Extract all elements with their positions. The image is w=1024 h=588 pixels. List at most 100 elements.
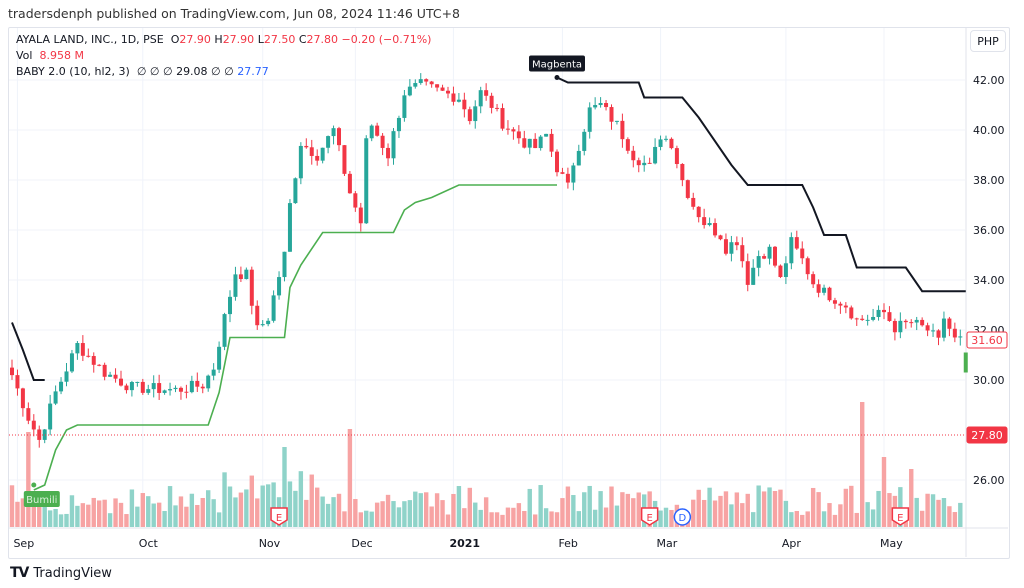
volume-bar <box>255 498 260 527</box>
candle <box>380 133 385 156</box>
last-candle <box>963 352 968 373</box>
chart-frame[interactable] <box>8 27 1010 559</box>
candle <box>20 387 25 417</box>
candle <box>15 369 20 396</box>
candle <box>233 266 238 301</box>
candle-body <box>184 391 189 393</box>
candle <box>773 245 777 268</box>
candle-body <box>636 160 641 166</box>
candle-body <box>756 256 761 268</box>
volume-bar <box>734 492 740 527</box>
candle <box>217 341 222 373</box>
candle-body <box>238 274 243 280</box>
volume-bar <box>440 500 445 527</box>
volume-bar <box>751 512 756 527</box>
y-tick-label: 34.00 <box>973 274 1005 287</box>
volume-bar <box>413 491 418 527</box>
volume-bar <box>740 503 745 527</box>
earnings-event-icon[interactable]: E <box>891 507 910 526</box>
candle-body <box>129 382 134 391</box>
symbol-title[interactable]: AYALA LAND, INC., 1D, PSE <box>16 33 164 46</box>
earnings-event-icon[interactable]: E <box>270 507 288 526</box>
candle <box>260 320 265 327</box>
volume-bar <box>827 503 832 527</box>
candle-body <box>391 131 396 159</box>
volume-bar <box>522 510 527 527</box>
indicator-title[interactable]: BABY 2.0 (10, hl2, 3) <box>16 65 130 78</box>
candle-body <box>402 95 407 118</box>
candle <box>751 259 756 285</box>
candle <box>369 124 374 142</box>
candle <box>500 103 505 131</box>
volume-bar <box>620 492 625 527</box>
candle-body <box>53 391 58 404</box>
candle-body <box>489 95 494 108</box>
candle <box>783 256 788 285</box>
candle <box>10 359 14 380</box>
volume-label[interactable]: Vol <box>16 49 33 62</box>
candle <box>228 290 232 323</box>
volume-bar <box>494 512 500 527</box>
candle <box>435 84 440 92</box>
candle-body <box>347 173 352 194</box>
candle <box>762 253 767 260</box>
volume-bar <box>909 469 914 527</box>
open-label: O <box>170 33 180 46</box>
candle <box>293 177 298 204</box>
volume-bar <box>958 502 963 527</box>
candle <box>478 86 483 114</box>
candle-body <box>396 117 401 132</box>
candle-body <box>440 87 445 91</box>
candle-body <box>794 237 799 249</box>
volume-bar <box>838 504 843 527</box>
tradingview-brand[interactable]: 𝗧𝗩 TradingView <box>10 565 112 581</box>
candle-body <box>260 324 265 326</box>
candle-body <box>435 84 440 88</box>
candle-body <box>822 287 827 293</box>
earnings-event-icon[interactable]: E <box>640 507 659 526</box>
volume-bar <box>462 508 467 527</box>
volume-bar <box>31 499 36 527</box>
candle <box>822 284 827 296</box>
volume-bar <box>64 513 69 527</box>
x-tick-label: Dec <box>351 537 372 550</box>
candle <box>418 73 423 85</box>
candle <box>740 237 745 268</box>
candle <box>391 128 396 165</box>
candle-body <box>168 389 173 391</box>
currency-button[interactable]: PHP <box>970 30 1006 52</box>
y-tick-label: 38.00 <box>973 174 1005 187</box>
candle-body <box>309 147 314 156</box>
dividend-event-icon[interactable]: D <box>673 508 692 526</box>
candle-body <box>244 269 249 280</box>
price-label-bg <box>966 426 1008 444</box>
volume-bar <box>315 487 320 527</box>
candle-body <box>271 295 276 321</box>
volume-bar <box>47 510 53 527</box>
volume-bar <box>336 493 342 527</box>
volume-bar <box>271 482 276 527</box>
volume-bar <box>380 501 385 527</box>
candle-body <box>604 102 609 108</box>
candle <box>489 92 494 114</box>
change-value: −0.20 (−0.71%) <box>341 33 432 46</box>
candle <box>37 425 42 448</box>
candle <box>680 163 685 187</box>
candle <box>168 382 173 396</box>
candle-body <box>298 145 303 179</box>
volume-bar <box>723 491 729 527</box>
volume-bar <box>592 509 598 527</box>
volume-bar <box>598 491 603 527</box>
volume-bar <box>113 498 118 527</box>
volume-bar <box>244 489 249 527</box>
volume-bar <box>533 514 538 527</box>
volume-bar <box>625 493 631 527</box>
volume-bar <box>887 493 892 527</box>
candle <box>64 363 69 387</box>
candle <box>756 250 761 277</box>
candle <box>871 308 876 322</box>
candle-body <box>505 128 510 130</box>
candle-body <box>696 206 701 218</box>
candle-body <box>783 263 788 278</box>
